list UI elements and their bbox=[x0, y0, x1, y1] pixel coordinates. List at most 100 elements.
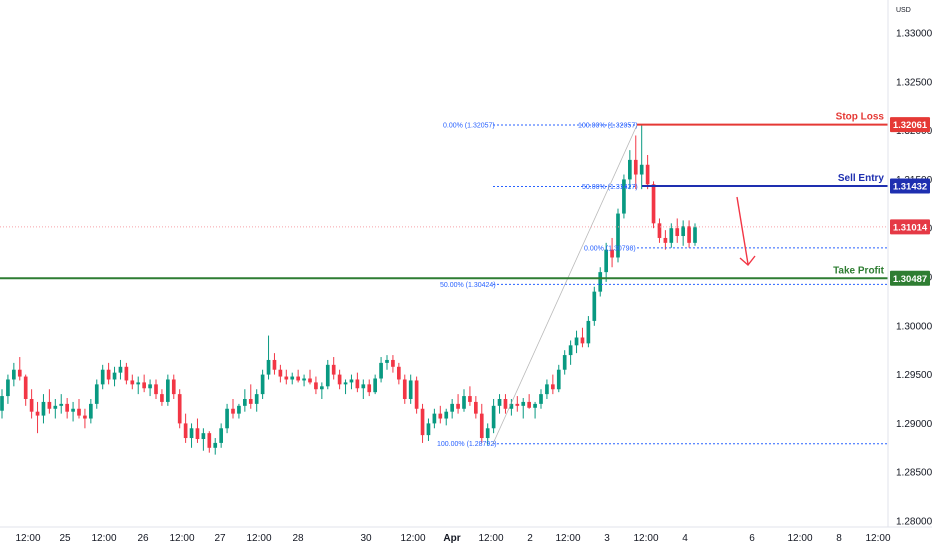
x-tick-label: 30 bbox=[360, 533, 372, 544]
candle-body bbox=[41, 401, 46, 416]
x-tick-label: 12:00 bbox=[478, 533, 503, 544]
candle-body bbox=[124, 366, 129, 381]
candle-body bbox=[213, 442, 218, 448]
candle-body bbox=[35, 411, 40, 416]
candle-body bbox=[201, 433, 206, 440]
y-tick-label: 1.29500 bbox=[896, 370, 932, 381]
candle-body bbox=[337, 374, 342, 385]
stop-loss-label: Stop Loss bbox=[836, 112, 885, 123]
candle-body bbox=[633, 159, 638, 175]
fib-level-label: 50.00% (1.31427) bbox=[582, 184, 638, 191]
candle-body bbox=[397, 366, 401, 380]
candle-body bbox=[325, 364, 330, 387]
candle-body bbox=[681, 226, 685, 237]
take-profit-price-tag bbox=[890, 270, 930, 286]
candle-body bbox=[687, 226, 691, 243]
candle-body bbox=[136, 382, 141, 385]
candle-body bbox=[485, 428, 490, 439]
candle-body bbox=[183, 423, 188, 439]
candle-body bbox=[260, 374, 265, 395]
overlays: 0.00% (1.32057) 100.00% (1.32057) 50.00% (… bbox=[0, 112, 888, 448]
take-profit-label: Take Profit bbox=[833, 265, 885, 276]
x-tick-label: 4 bbox=[682, 533, 688, 544]
candle-body bbox=[331, 364, 336, 375]
candle-body bbox=[343, 382, 348, 385]
current-price-tag bbox=[890, 219, 930, 235]
candle-body bbox=[598, 272, 603, 292]
x-tick-label: 27 bbox=[214, 533, 226, 544]
x-tick-label: 28 bbox=[292, 533, 304, 544]
candle-body bbox=[592, 291, 597, 321]
candle-body bbox=[243, 399, 247, 406]
candle-body bbox=[12, 369, 16, 380]
candle-body bbox=[142, 382, 146, 389]
candle-body bbox=[622, 179, 626, 214]
x-tick-label: 12:00 bbox=[865, 533, 890, 544]
candle-body bbox=[29, 399, 34, 412]
candle-body bbox=[166, 379, 170, 402]
x-tick-label: 12:00 bbox=[15, 533, 40, 544]
down-arrow-icon bbox=[736, 196, 749, 265]
x-tick-label: 12:00 bbox=[91, 533, 116, 544]
candle-body bbox=[290, 376, 295, 380]
candle-body bbox=[450, 403, 454, 412]
candle-body bbox=[426, 423, 431, 436]
candle-body bbox=[675, 228, 680, 237]
candle-body bbox=[515, 403, 520, 406]
candle-body bbox=[195, 428, 200, 440]
candle-body bbox=[414, 380, 419, 409]
candle-body bbox=[551, 384, 555, 390]
y-tick-label: 1.32500 bbox=[896, 77, 932, 88]
x-tick-label: 25 bbox=[59, 533, 71, 544]
candle-body bbox=[349, 379, 354, 383]
candle-body bbox=[462, 396, 466, 409]
candle-body bbox=[148, 384, 152, 389]
candle-body bbox=[302, 378, 306, 381]
candle-body bbox=[503, 399, 508, 409]
fib-level-label: 0.00% (1.30798) bbox=[584, 245, 636, 252]
candle-body bbox=[391, 359, 395, 367]
candle-body bbox=[556, 369, 561, 390]
x-tick-label: 12:00 bbox=[169, 533, 194, 544]
candle-body bbox=[610, 249, 614, 258]
candle-body bbox=[444, 411, 449, 419]
candle-body bbox=[308, 378, 312, 383]
candle-body bbox=[106, 369, 111, 380]
candle-body bbox=[379, 362, 383, 379]
sell-entry-price-tag bbox=[890, 178, 930, 194]
candle-body bbox=[402, 379, 407, 399]
candle-body bbox=[171, 379, 176, 395]
candle-body bbox=[160, 394, 164, 402]
candle-body bbox=[639, 164, 644, 175]
candle-body bbox=[527, 401, 531, 408]
candle-body bbox=[266, 359, 271, 375]
take-profit-price-tag-text: 1.30487 bbox=[893, 274, 927, 285]
candle-body bbox=[100, 369, 105, 385]
candle-body bbox=[580, 337, 585, 344]
candle-body bbox=[59, 403, 64, 406]
y-tick-label: 1.30000 bbox=[896, 321, 932, 332]
candle-body bbox=[89, 403, 93, 419]
x-tick-label: 3 bbox=[604, 533, 610, 544]
candle-body bbox=[355, 379, 360, 389]
candle-body bbox=[47, 401, 52, 409]
candle-body bbox=[314, 382, 318, 390]
candle-body bbox=[248, 399, 253, 404]
y-tick-label: 1.28500 bbox=[896, 468, 932, 479]
candle-body bbox=[479, 413, 484, 439]
candle-body bbox=[94, 384, 99, 404]
candle-body bbox=[521, 401, 526, 406]
candle-body bbox=[539, 394, 543, 404]
candle-body bbox=[373, 378, 377, 393]
candle-body bbox=[474, 401, 478, 414]
candle-body bbox=[545, 384, 549, 395]
y-tick-label: 1.28000 bbox=[896, 517, 932, 528]
x-tick-label: 2 bbox=[527, 533, 533, 544]
candle-body bbox=[6, 379, 10, 397]
candle-body bbox=[254, 394, 259, 404]
candle-body bbox=[83, 415, 87, 419]
candle-body bbox=[237, 405, 241, 414]
candle-body bbox=[491, 405, 496, 429]
candle-body bbox=[385, 359, 389, 363]
candle-body bbox=[177, 394, 182, 424]
